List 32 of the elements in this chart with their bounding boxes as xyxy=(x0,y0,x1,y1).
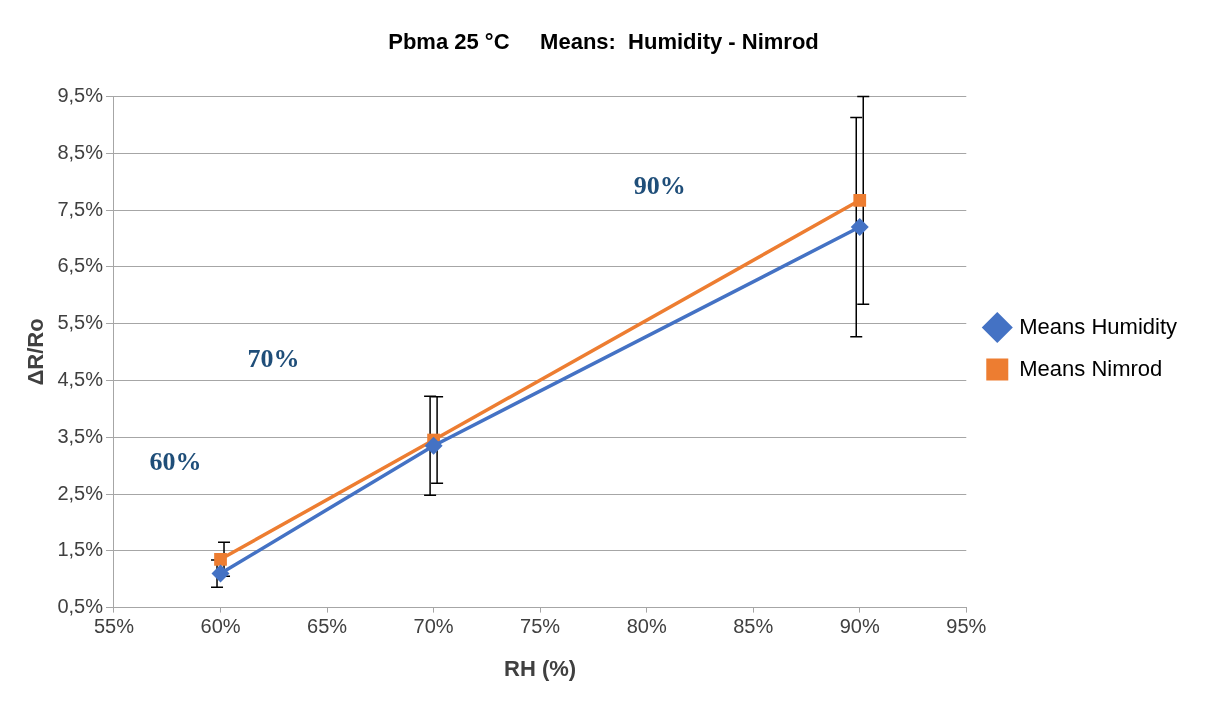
x-tick-label: 90% xyxy=(839,615,880,638)
x-tick-label: 55% xyxy=(93,615,135,638)
point xyxy=(211,564,230,583)
y-tick-label: 3,5% xyxy=(57,424,104,447)
legend-label: Means Nimrod xyxy=(1019,355,1163,381)
y-tick-label: 7,5% xyxy=(57,197,104,220)
point xyxy=(214,552,227,566)
annotation: 70% xyxy=(247,344,300,374)
y-tick-label: 9,5% xyxy=(57,83,104,106)
y-tick-label: 1,5% xyxy=(57,538,104,561)
y-tick-label: 0,5% xyxy=(57,595,104,618)
chart-title: Pbma 25 °C Means: Humidity - Nimrod xyxy=(388,29,819,55)
y-tick-label: 4,5% xyxy=(57,367,104,390)
x-axis-title: RH (%) xyxy=(504,655,577,681)
x-tick-label: 80% xyxy=(626,615,667,638)
x-tick-label: 65% xyxy=(307,615,348,638)
x-tick-label: 70% xyxy=(413,615,454,638)
y-tick-label: 5,5% xyxy=(57,311,104,334)
y-tick-label: 8,5% xyxy=(57,140,104,163)
x-tick-label: 85% xyxy=(733,615,774,638)
x-tick-label: 95% xyxy=(946,615,987,638)
y-tick-label: 6,5% xyxy=(57,254,104,277)
legend-label: Means Humidity xyxy=(1019,313,1177,339)
point xyxy=(853,193,867,207)
annotation: 90% xyxy=(633,170,686,200)
y-tick-label: 2,5% xyxy=(57,481,104,504)
point xyxy=(424,436,443,455)
x-tick-label: 75% xyxy=(520,615,561,638)
point xyxy=(850,218,869,237)
x-tick-label: 60% xyxy=(200,615,241,638)
y-axis-title: ΔR/Ro xyxy=(23,318,49,386)
annotation: 60% xyxy=(149,447,202,477)
